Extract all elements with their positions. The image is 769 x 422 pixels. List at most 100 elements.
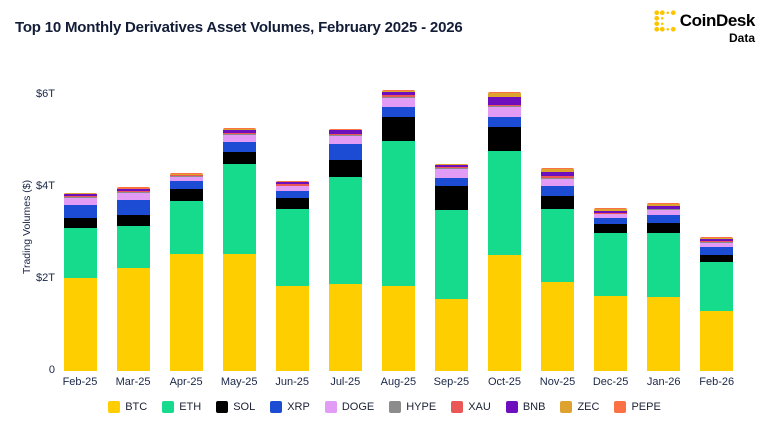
segment-ETH-Feb-26[interactable] [700, 262, 734, 312]
segment-ETH-Mar-25[interactable] [116, 226, 150, 268]
legend-item-BTC[interactable]: BTC [108, 401, 147, 413]
segment-HYPE-Oct-25[interactable] [487, 106, 521, 108]
segment-SOL-Dec-25[interactable] [594, 224, 628, 234]
legend-item-BNB[interactable]: BNB [505, 401, 545, 413]
segment-HYPE-Jan-26[interactable] [647, 209, 681, 211]
segment-BTC-Jan-26[interactable] [647, 296, 681, 371]
segment-BTC-Nov-25[interactable] [541, 281, 575, 371]
segment-BNB-Nov-25[interactable] [541, 172, 575, 177]
segment-DOGE-Oct-25[interactable] [487, 107, 521, 118]
segment-BTC-Feb-26[interactable] [700, 311, 734, 371]
segment-ETH-Apr-25[interactable] [169, 201, 203, 254]
segment-XAU-Feb-25[interactable] [63, 195, 97, 198]
segment-SOL-Jan-26[interactable] [647, 222, 681, 233]
segment-ETH-Jun-25[interactable] [275, 209, 309, 286]
segment-DOGE-Apr-25[interactable] [169, 176, 203, 181]
segment-BNB-May-25[interactable] [222, 129, 256, 133]
segment-XAU-May-25[interactable] [222, 132, 256, 135]
segment-DOGE-Feb-26[interactable] [700, 243, 734, 248]
stacked-bar-Jun-25[interactable] [275, 180, 309, 371]
segment-XAU-Feb-26[interactable] [700, 240, 734, 243]
segment-DOGE-Nov-25[interactable] [541, 178, 575, 186]
segment-HYPE-Aug-25[interactable] [381, 96, 415, 99]
segment-PEPE-Feb-25[interactable] [63, 192, 97, 194]
segment-PEPE-Apr-25[interactable] [169, 173, 203, 175]
segment-PEPE-Oct-25[interactable] [487, 92, 521, 94]
segment-SOL-Nov-25[interactable] [541, 195, 575, 209]
segment-ETH-Jul-25[interactable] [328, 176, 362, 284]
segment-XAU-Jun-25[interactable] [275, 184, 309, 186]
segment-XAU-Dec-25[interactable] [594, 212, 628, 214]
legend-item-DOGE[interactable]: DOGE [324, 401, 374, 413]
segment-BNB-Feb-26[interactable] [700, 238, 734, 241]
segment-ZEC-Dec-25[interactable] [594, 208, 628, 211]
segment-XRP-Jan-26[interactable] [647, 214, 681, 223]
stacked-bar-Mar-25[interactable] [116, 187, 150, 371]
segment-PEPE-Jul-25[interactable] [328, 128, 362, 130]
stacked-bar-Feb-25[interactable] [63, 192, 97, 371]
stacked-bar-Sep-25[interactable] [434, 163, 468, 371]
segment-SOL-Jul-25[interactable] [328, 159, 362, 177]
segment-DOGE-Jun-25[interactable] [275, 186, 309, 191]
segment-DOGE-Mar-25[interactable] [116, 193, 150, 201]
segment-SOL-Aug-25[interactable] [381, 117, 415, 141]
segment-BTC-Apr-25[interactable] [169, 253, 203, 371]
segment-SOL-Oct-25[interactable] [487, 126, 521, 152]
stacked-bar-Feb-26[interactable] [700, 237, 734, 371]
segment-XAU-Oct-25[interactable] [487, 104, 521, 106]
segment-ETH-Jan-26[interactable] [647, 232, 681, 297]
segment-SOL-Feb-26[interactable] [700, 254, 734, 263]
segment-PEPE-Jun-25[interactable] [275, 180, 309, 182]
segment-DOGE-Jan-26[interactable] [647, 210, 681, 215]
segment-PEPE-Sep-25[interactable] [434, 163, 468, 165]
segment-XAU-Sep-25[interactable] [434, 166, 468, 169]
segment-ZEC-Feb-26[interactable] [700, 238, 734, 239]
legend-item-ETH[interactable]: ETH [162, 401, 201, 413]
segment-BNB-Mar-25[interactable] [116, 189, 150, 192]
segment-XRP-Dec-25[interactable] [594, 218, 628, 225]
segment-BTC-Dec-25[interactable] [594, 295, 628, 371]
segment-XRP-Apr-25[interactable] [169, 180, 203, 190]
stacked-bar-Oct-25[interactable] [487, 92, 521, 371]
segment-SOL-May-25[interactable] [222, 152, 256, 165]
segment-XAU-Mar-25[interactable] [116, 191, 150, 193]
legend-item-HYPE[interactable]: HYPE [389, 401, 436, 413]
segment-SOL-Apr-25[interactable] [169, 189, 203, 202]
segment-PEPE-Feb-26[interactable] [700, 237, 734, 239]
segment-SOL-Sep-25[interactable] [434, 186, 468, 210]
stacked-bar-Nov-25[interactable] [541, 167, 575, 371]
segment-ETH-Sep-25[interactable] [434, 209, 468, 300]
segment-DOGE-Feb-25[interactable] [63, 197, 97, 205]
segment-PEPE-May-25[interactable] [222, 128, 256, 130]
segment-HYPE-May-25[interactable] [222, 134, 256, 135]
segment-XAU-Jul-25[interactable] [328, 133, 362, 136]
segment-XAU-Nov-25[interactable] [541, 176, 575, 178]
segment-PEPE-Mar-25[interactable] [116, 187, 150, 189]
segment-BTC-Oct-25[interactable] [487, 254, 521, 371]
segment-XRP-May-25[interactable] [222, 142, 256, 153]
segment-ZEC-Jan-26[interactable] [647, 204, 681, 206]
stacked-bar-Jan-26[interactable] [647, 203, 681, 371]
segment-ETH-Dec-25[interactable] [594, 233, 628, 296]
segment-ETH-Oct-25[interactable] [487, 151, 521, 255]
segment-HYPE-Sep-25[interactable] [434, 168, 468, 169]
segment-DOGE-Sep-25[interactable] [434, 169, 468, 179]
segment-BNB-Sep-25[interactable] [434, 164, 468, 167]
segment-XRP-Jul-25[interactable] [328, 144, 362, 160]
segment-XRP-Sep-25[interactable] [434, 178, 468, 187]
stacked-bar-May-25[interactable] [222, 128, 256, 371]
segment-XRP-Mar-25[interactable] [116, 200, 150, 215]
segment-HYPE-Feb-25[interactable] [63, 197, 97, 198]
segment-XRP-Feb-25[interactable] [63, 204, 97, 219]
segment-ETH-Aug-25[interactable] [381, 140, 415, 286]
segment-BNB-Dec-25[interactable] [594, 210, 628, 213]
legend-item-SOL[interactable]: SOL [216, 401, 255, 413]
segment-ETH-May-25[interactable] [222, 164, 256, 254]
segment-DOGE-Aug-25[interactable] [381, 98, 415, 108]
stacked-bar-Jul-25[interactable] [328, 128, 362, 371]
segment-BNB-Aug-25[interactable] [381, 91, 415, 95]
segment-XRP-Aug-25[interactable] [381, 107, 415, 118]
segment-BTC-May-25[interactable] [222, 253, 256, 371]
segment-ETH-Nov-25[interactable] [541, 208, 575, 282]
segment-XAU-Apr-25[interactable] [169, 175, 203, 177]
